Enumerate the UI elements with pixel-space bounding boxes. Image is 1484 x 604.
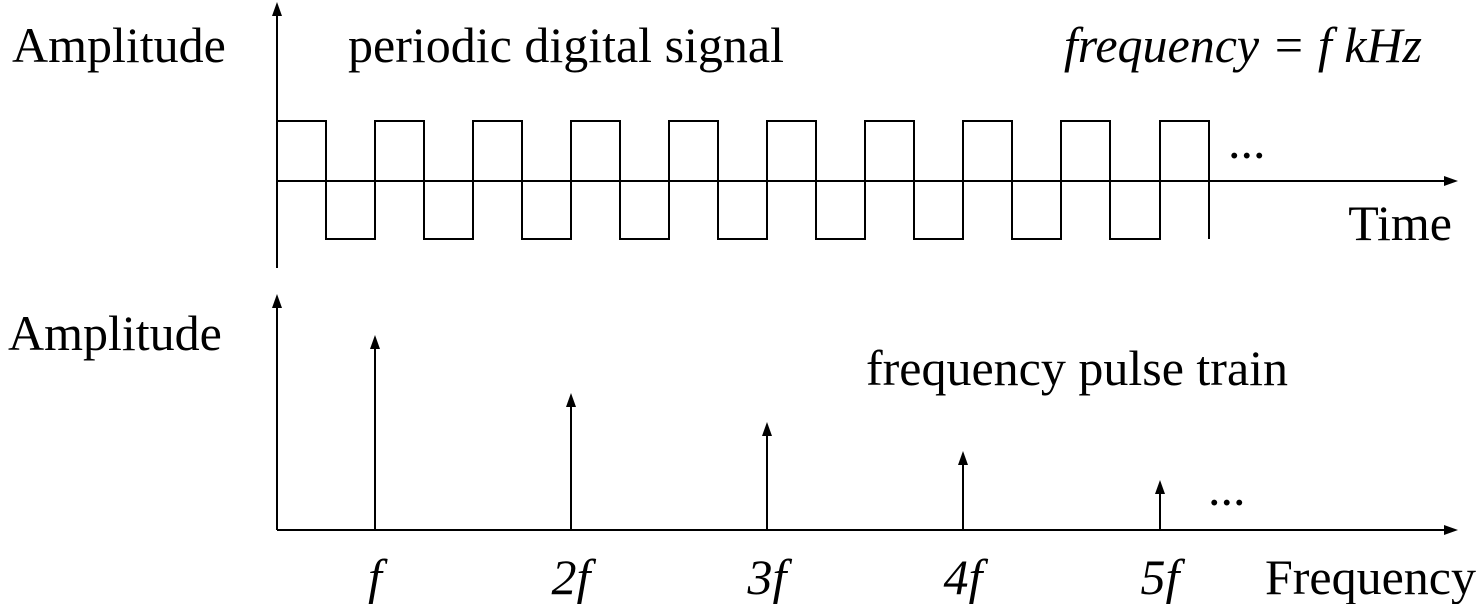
x-label: Frequency — [1265, 549, 1476, 604]
pulses — [370, 335, 1165, 530]
ellipsis: ... — [1228, 113, 1266, 169]
arrow-head — [1444, 525, 1458, 535]
harmonic-label: 2f — [552, 549, 597, 604]
harmonic-label: 4f — [944, 549, 989, 604]
y-label: Amplitude — [8, 305, 222, 361]
y-label: Amplitude — [12, 17, 226, 73]
harmonic-label: f — [368, 549, 388, 604]
arrow-head — [272, 294, 282, 308]
harmonic-label: 3f — [747, 549, 793, 604]
arrow-head — [272, 2, 282, 16]
formula: frequency = f kHz — [1064, 17, 1422, 73]
square-wave — [276, 120, 1210, 240]
title: frequency pulse train — [866, 340, 1288, 396]
arrow-head — [1444, 176, 1458, 186]
harmonic-label: 5f — [1141, 549, 1186, 604]
title: periodic digital signal — [348, 17, 784, 73]
ellipsis: ... — [1208, 460, 1246, 516]
x-label: Time — [1348, 195, 1452, 251]
